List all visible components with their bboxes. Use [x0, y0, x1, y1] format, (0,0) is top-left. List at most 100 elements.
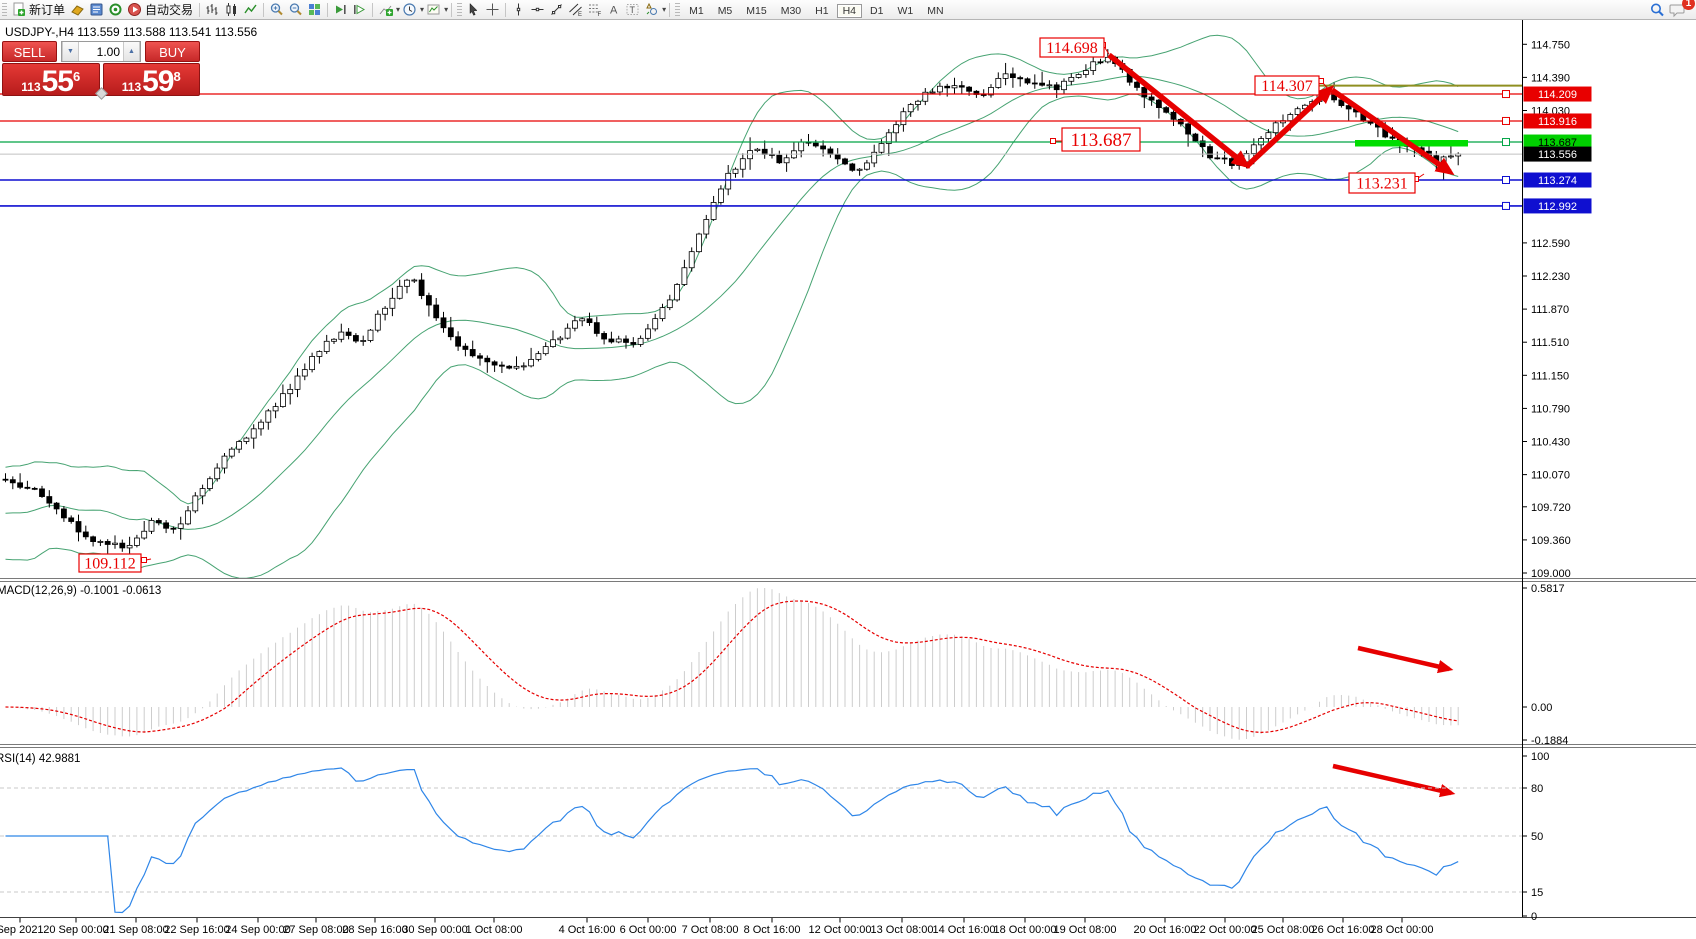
toolbar-separator [505, 2, 507, 17]
timeframe-mn[interactable]: MN [927, 4, 944, 17]
timeframe-m30[interactable]: M30 [780, 4, 802, 17]
notifications-icon[interactable]: 1 [1667, 0, 1695, 19]
annotation-109.112[interactable]: 109.112 [78, 553, 152, 573]
trend-arrow-4[interactable] [1357, 645, 1454, 674]
annotation-114.698[interactable]: 114.698 [1039, 37, 1110, 58]
buy-price-display[interactable]: 113 59 8 [102, 63, 200, 97]
svg-text:113.916: 113.916 [1538, 116, 1577, 128]
buy-button[interactable]: BUY [145, 41, 200, 62]
main-pane[interactable] [2, 34, 1462, 578]
zoom-in-icon[interactable] [267, 1, 286, 19]
sell-price-display[interactable]: 113 55 6 [2, 63, 100, 97]
shapes-icon[interactable] [642, 1, 661, 19]
time-label: 14 Oct 16:00 [933, 924, 996, 936]
annotation-114.307[interactable]: 114.307 [1254, 75, 1329, 96]
time-label: 28 Sep 16:00 [342, 924, 407, 936]
volume-input[interactable] [79, 42, 123, 61]
cursor-icon[interactable] [464, 1, 483, 19]
horizontal-line-icon[interactable] [528, 1, 547, 19]
price-axis[interactable]: 114.750114.390114.030112.590112.230111.8… [1522, 39, 1592, 580]
bar-chart-icon[interactable] [203, 1, 222, 19]
toolbar-grip [675, 3, 681, 16]
volume-decrease-button[interactable]: ▼ [62, 42, 79, 61]
annotation-113.231[interactable]: 113.231 [1348, 172, 1425, 194]
navigator-icon[interactable] [106, 1, 125, 19]
timeframe-w1[interactable]: W1 [897, 4, 914, 17]
volume-increase-button[interactable]: ▲ [123, 42, 140, 61]
auto-scroll-icon[interactable] [331, 1, 350, 19]
crosshair-icon[interactable] [483, 1, 502, 19]
autotrading-label[interactable]: 自动交易 [145, 3, 194, 17]
text-label-icon[interactable]: T [623, 1, 642, 19]
time-label: 6 Oct 00:00 [620, 924, 677, 936]
one-click-trading-widget: SELL ▼ ▲ BUY 113 55 6 113 59 8 [2, 41, 200, 100]
svg-text:113.274: 113.274 [1538, 175, 1577, 187]
periods-dropdown-caret[interactable]: ▾ [420, 5, 425, 14]
sell-button[interactable]: SELL [2, 41, 57, 62]
sell-price-sup: 6 [73, 69, 81, 84]
time-label: Sep 2021 [0, 924, 44, 936]
time-label: 22 Sep 16:00 [164, 924, 229, 936]
timeframe-m15[interactable]: M15 [746, 4, 767, 17]
time-label: 7 Oct 08:00 [682, 924, 739, 936]
new-order-button[interactable] [9, 1, 28, 19]
shapes-dropdown-caret[interactable]: ▾ [662, 5, 667, 14]
svg-text:T: T [630, 5, 636, 15]
toolbar-separator [451, 2, 453, 17]
timeframe-d1[interactable]: D1 [870, 4, 884, 17]
channel-icon[interactable]: E [566, 1, 585, 19]
timeframe-h4[interactable]: H4 [836, 3, 863, 18]
market-watch-icon[interactable] [68, 1, 87, 19]
svg-text:113.687: 113.687 [1538, 137, 1577, 149]
timeframe-m5[interactable]: M5 [717, 4, 733, 17]
timeframe-group: M1 M5 M15 M30 H1 H4 D1 W1 MN [682, 1, 950, 19]
time-label: 20 Sep 00:00 [43, 924, 108, 936]
tile-windows-icon[interactable] [305, 1, 324, 19]
svg-text:110.430: 110.430 [1531, 437, 1570, 449]
indicators-icon[interactable] [376, 1, 395, 19]
annotation-113.687[interactable]: 113.687 [1050, 127, 1141, 152]
new-order-label[interactable]: 新订单 [29, 3, 66, 17]
svg-text:110.790: 110.790 [1531, 403, 1570, 415]
search-icon[interactable] [1647, 1, 1667, 19]
zoom-out-icon[interactable] [286, 1, 305, 19]
svg-text:114.390: 114.390 [1531, 72, 1570, 84]
templates-icon[interactable] [424, 1, 443, 19]
svg-text:113.687: 113.687 [1070, 130, 1131, 151]
svg-text:111.510: 111.510 [1531, 337, 1569, 349]
svg-text:111.870: 111.870 [1531, 304, 1569, 316]
timeframe-m1[interactable]: M1 [689, 4, 704, 17]
trend-arrow-5[interactable] [1332, 763, 1456, 798]
text-icon[interactable]: A [604, 1, 623, 19]
vertical-line-icon[interactable] [509, 1, 528, 19]
trend-arrow-1[interactable] [1107, 52, 1251, 169]
time-label: 19 Oct 08:00 [1054, 924, 1117, 936]
timeframe-h1[interactable]: H1 [815, 4, 829, 17]
indicators-dropdown-caret[interactable]: ▾ [396, 5, 401, 14]
templates-dropdown-caret[interactable]: ▾ [444, 5, 449, 14]
toolbar-grip [2, 3, 7, 16]
chart-shift-icon[interactable] [350, 1, 369, 19]
macd-pane[interactable]: 0.5817 0.00 -0.1884 MACD(12,26,9) -0.1001 -… [0, 583, 1568, 747]
macd-label: MACD(12,26,9) -0.1001 -0.0613 [0, 585, 161, 597]
autotrading-icon[interactable] [125, 1, 144, 19]
fibonacci-icon[interactable]: F [585, 1, 604, 19]
trendline-icon[interactable] [547, 1, 566, 19]
price-badge-113.274 [1523, 172, 1592, 188]
horizontal-levels[interactable] [0, 84, 1522, 210]
line-chart-icon[interactable] [241, 1, 260, 19]
annotations[interactable]: 114.698 114.307 113.687 113.231 109.112 [78, 37, 1425, 573]
svg-text:114.750: 114.750 [1531, 39, 1570, 51]
trend-arrow-3[interactable] [1330, 87, 1455, 176]
periods-icon[interactable] [400, 1, 419, 19]
time-label: 27 Sep 08:00 [283, 924, 348, 936]
svg-text:15: 15 [1531, 887, 1543, 899]
data-window-icon[interactable] [87, 1, 106, 19]
trend-arrow-2[interactable] [1244, 85, 1335, 170]
trend-arrows[interactable] [1107, 52, 1456, 798]
candlestick-chart-icon[interactable] [222, 1, 241, 19]
time-label: 12 Oct 00:00 [809, 924, 872, 936]
rsi-pane[interactable]: 100 80 50 15 0 RSI(14) 42.9881 [0, 751, 1549, 923]
